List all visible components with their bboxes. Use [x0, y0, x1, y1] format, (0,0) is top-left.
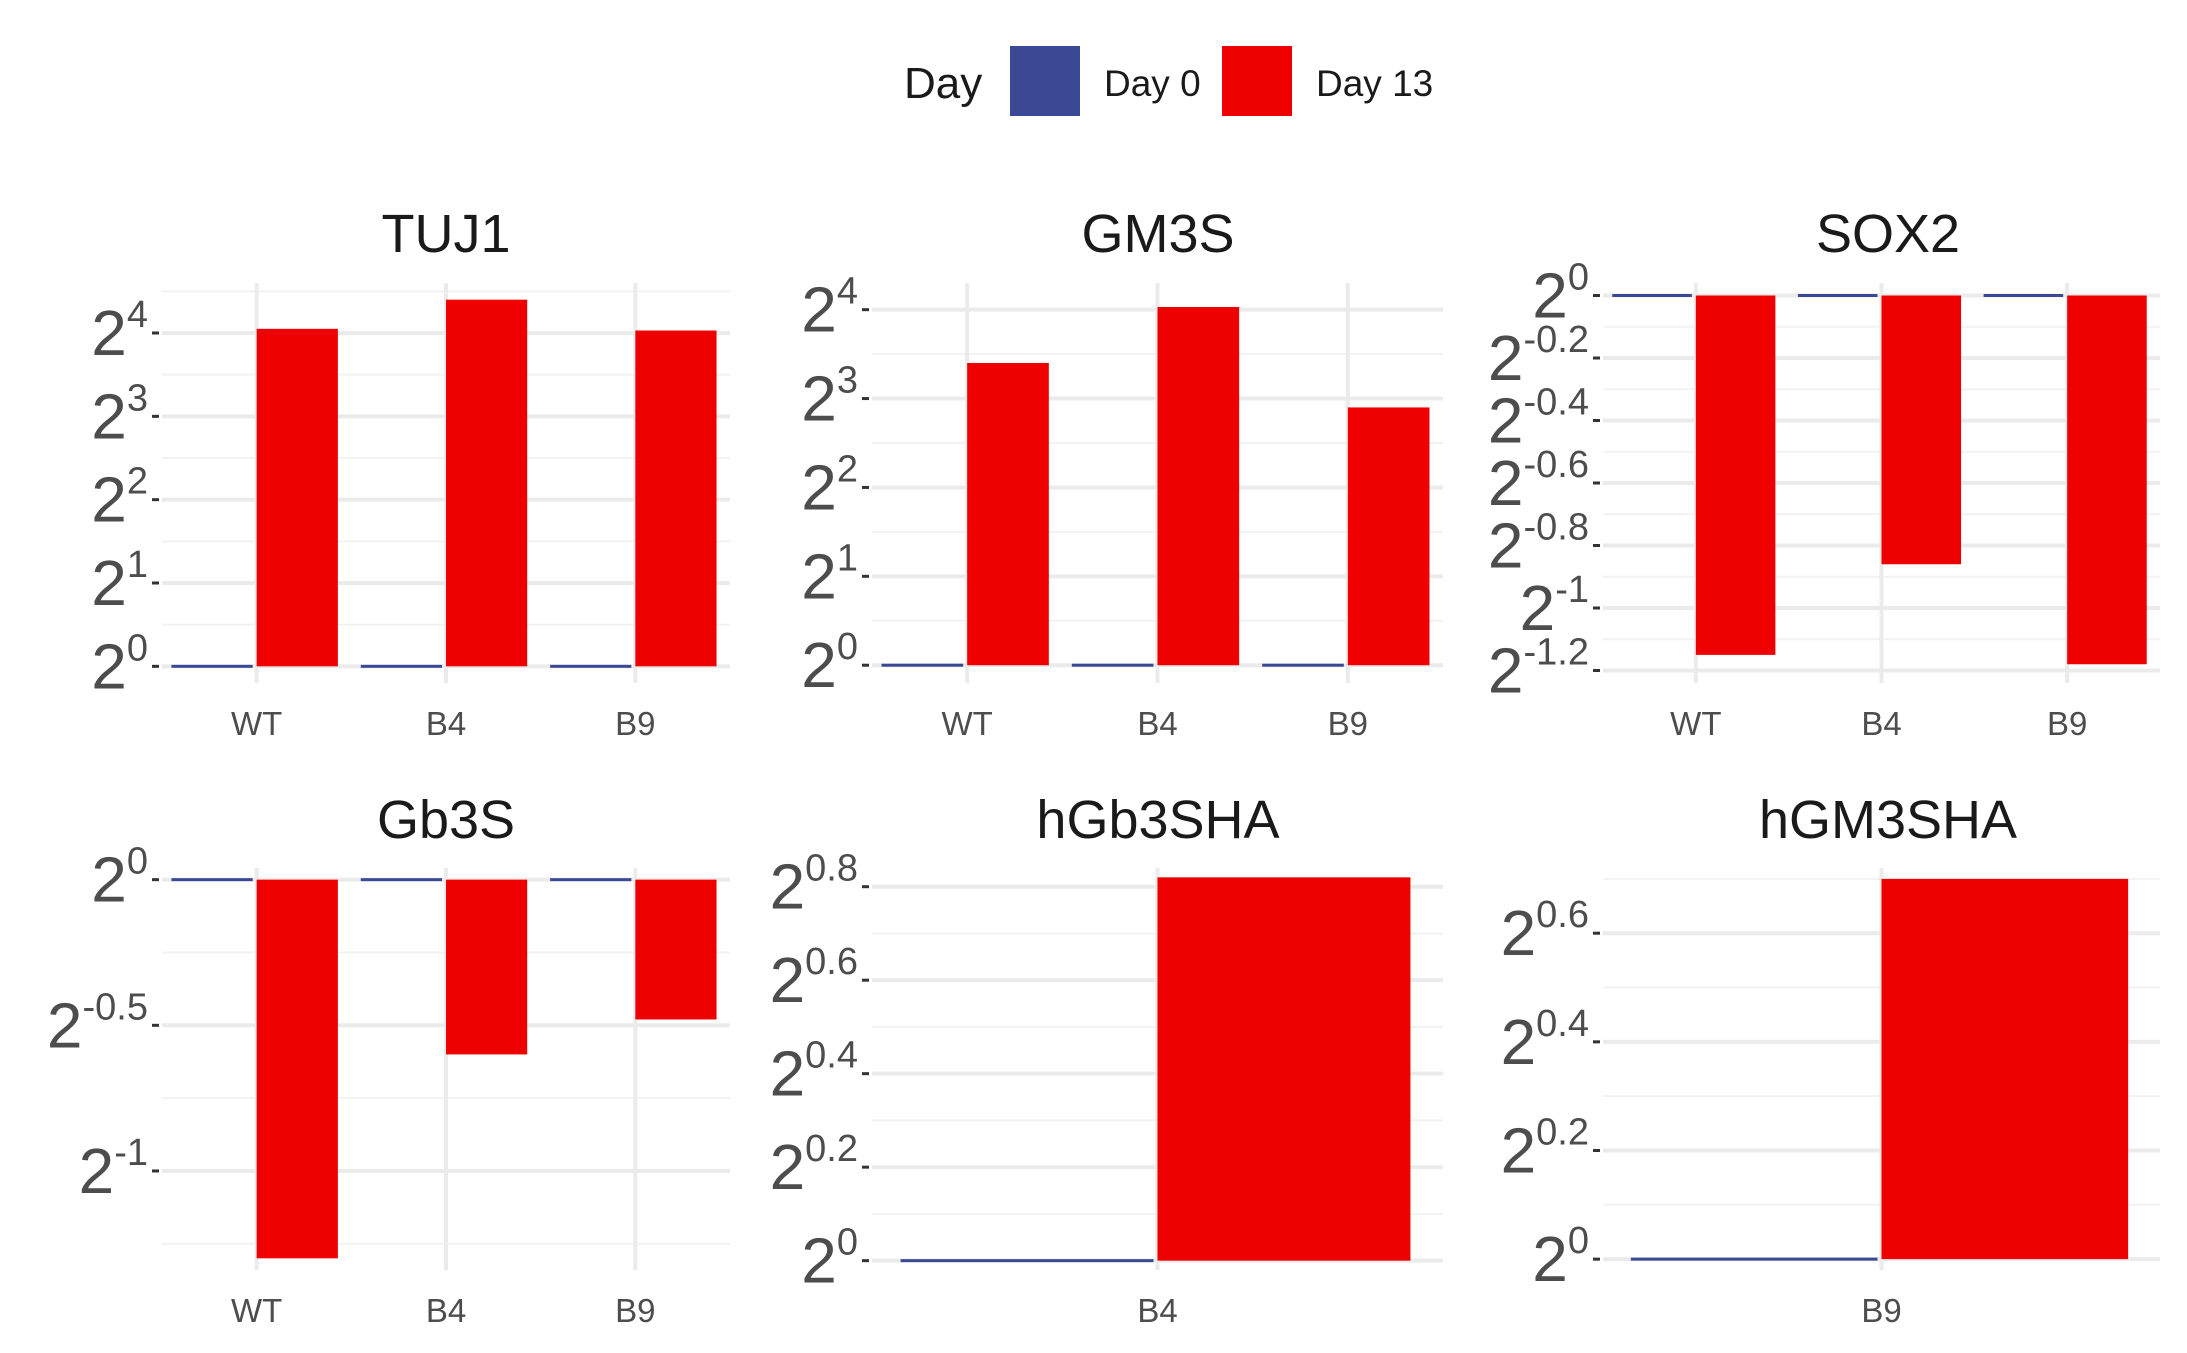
bar-day-0-b4 — [1071, 663, 1154, 667]
y-tick-label: 23 — [91, 377, 148, 452]
panel-gm3s: GM3S WT B4 B9 20 21 22 23 24 — [801, 204, 1443, 742]
y-tick-label: 20 — [801, 626, 858, 701]
x-tick-label: B4 — [426, 705, 466, 742]
bar-day-0-b4 — [900, 1259, 1154, 1263]
y-tick-label: 21 — [801, 537, 858, 612]
panel-title: GM3S — [1081, 204, 1234, 264]
bar-day-0-wt — [171, 878, 253, 882]
x-tick-label: WT — [231, 705, 282, 742]
legend-swatch-day-13 — [1222, 46, 1292, 116]
panel-gb3s: Gb3S WT B4 B9 20 2-0.5 2-1 — [47, 790, 730, 1329]
bar-day-0-b9 — [550, 664, 632, 668]
y-tick-label: 2-1 — [1520, 569, 1589, 644]
bar-day-0-b9 — [550, 878, 632, 882]
x-tick-label: B4 — [1137, 705, 1177, 742]
panel-title: TUJ1 — [381, 204, 510, 264]
legend: Day Day 0 Day 13 — [904, 46, 1433, 116]
x-tick-label: B9 — [2047, 705, 2087, 742]
bar-day-0-b4 — [1797, 294, 1878, 297]
legend-title: Day — [904, 59, 982, 108]
y-tick-label: 20.2 — [770, 1128, 858, 1203]
panel-tuj1: TUJ1 WT B4 B9 20 21 22 23 24 — [91, 204, 730, 742]
y-tick-label: 2-1.2 — [1488, 632, 1589, 707]
bar-day-13-wt — [256, 328, 338, 667]
x-tick-label: B4 — [1137, 1292, 1177, 1329]
y-tick-label: 2-0.2 — [1488, 319, 1589, 394]
bar-day-0-b4 — [360, 878, 442, 882]
bar-day-13-b9 — [1347, 407, 1430, 666]
panel-title: hGb3SHA — [1036, 790, 1279, 850]
bar-day-13-b4 — [446, 299, 528, 667]
y-tick-label: 24 — [91, 294, 148, 369]
bar-day-13-wt — [256, 879, 338, 1259]
panel-hgb3sha: hGb3SHA B4 20 20.2 20.4 20.6 20.8 — [770, 790, 1443, 1329]
x-tick-label: B4 — [426, 1292, 466, 1329]
panel-title: SOX2 — [1816, 204, 1960, 264]
y-tick-label: 20.8 — [770, 848, 858, 923]
bar-day-13-b9 — [635, 330, 717, 667]
bar-day-0-b9 — [1262, 663, 1344, 667]
panel-title: hGM3SHA — [1759, 790, 2017, 850]
bar-day-0-b9 — [1983, 294, 2064, 297]
y-tick-label: 20 — [1532, 257, 1589, 332]
bar-day-0-wt — [881, 663, 964, 667]
x-tick-label: WT — [231, 1292, 282, 1329]
y-tick-label: 2-0.4 — [1488, 382, 1589, 457]
y-tick-label: 22 — [91, 461, 148, 536]
y-tick-label: 20 — [91, 841, 148, 916]
bar-day-13-b4 — [446, 879, 528, 1055]
y-tick-label: 24 — [801, 271, 858, 346]
y-tick-label: 23 — [801, 360, 858, 435]
bar-day-13-b9 — [1881, 878, 2129, 1260]
y-tick-label: 20.6 — [1501, 894, 1589, 969]
y-tick-label: 20 — [91, 627, 148, 702]
y-tick-label: 2-0.5 — [47, 986, 148, 1061]
x-tick-label: B9 — [1328, 705, 1368, 742]
bar-day-13-wt — [967, 363, 1049, 666]
legend-label-day-0: Day 0 — [1104, 63, 1201, 104]
y-tick-label: 20.2 — [1501, 1111, 1589, 1186]
panel-title: Gb3S — [377, 790, 515, 850]
y-tick-label: 2-0.6 — [1488, 444, 1589, 519]
y-tick-label: 20 — [1532, 1220, 1589, 1295]
bar-day-13-wt — [1695, 295, 1776, 655]
bar-day-13-b9 — [2067, 295, 2147, 665]
panel-sox2: SOX2 WT B4 B9 202-0.22-0.42-0.62-0.82-12-1.2 — [1488, 204, 2160, 742]
bar-day-13-b9 — [635, 879, 717, 1020]
x-tick-label: WT — [1670, 705, 1721, 742]
x-tick-label: B4 — [1861, 705, 1901, 742]
y-tick-label: 2-0.8 — [1488, 507, 1589, 582]
panel-hgm3sha: hGM3SHA B9 20 20.2 20.4 20.6 — [1501, 790, 2160, 1329]
y-tick-label: 20.4 — [770, 1035, 858, 1110]
y-tick-label: 21 — [91, 544, 148, 619]
x-tick-label: B9 — [1861, 1292, 1901, 1329]
y-tick-label: 20.6 — [770, 941, 858, 1016]
x-tick-label: B9 — [615, 705, 655, 742]
bar-day-0-wt — [171, 664, 253, 668]
y-tick-label: 20.4 — [1501, 1003, 1589, 1078]
bar-day-13-b4 — [1881, 295, 1962, 565]
x-tick-label: B9 — [615, 1292, 655, 1329]
legend-swatch-day-0 — [1010, 46, 1080, 116]
panels: TUJ1 WT B4 B9 20 21 22 23 24 GM3S WT B4 B9 20 21 22 23 24… — [47, 204, 2160, 1329]
bar-day-0-b9 — [1630, 1257, 1878, 1261]
x-tick-label: WT — [942, 705, 993, 742]
y-tick-label: 20 — [801, 1222, 858, 1297]
bar-day-0-wt — [1612, 294, 1692, 297]
bar-day-13-b4 — [1157, 877, 1411, 1261]
y-tick-label: 2-1 — [79, 1132, 148, 1207]
legend-label-day-13: Day 13 — [1316, 63, 1433, 104]
bar-day-13-b4 — [1157, 307, 1240, 666]
y-tick-label: 22 — [801, 448, 858, 523]
bar-day-0-b4 — [360, 664, 442, 668]
